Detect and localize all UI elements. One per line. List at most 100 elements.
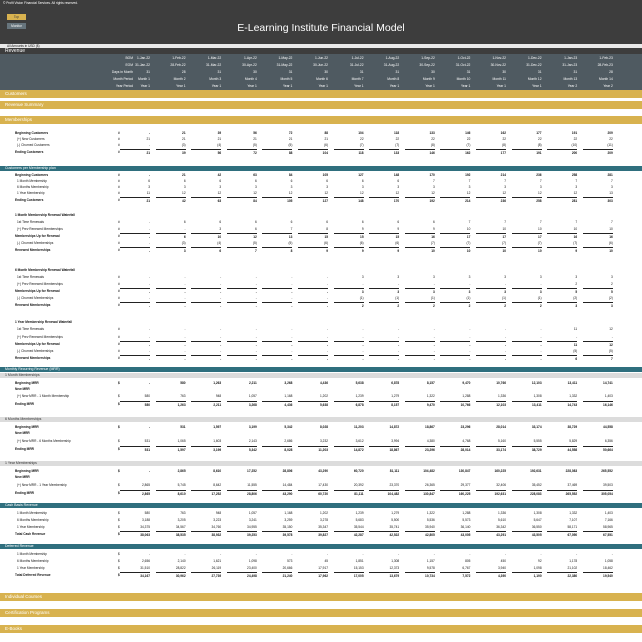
table-cell: 6	[547, 355, 578, 362]
table-cell: 9	[333, 247, 364, 254]
table-cell: 3	[611, 185, 613, 189]
row-label: 1 Year Membership	[17, 566, 45, 570]
table-cell: -	[148, 220, 150, 224]
table-row: Beginning Customers # - 21 42 63 84 105 127 148 17…	[0, 172, 642, 178]
table-cell: -	[226, 288, 257, 295]
table-cell: 209	[582, 149, 613, 156]
table-cell: 7	[575, 220, 578, 224]
table-cell: 1,202	[320, 511, 328, 515]
table-cell: 7	[468, 179, 471, 183]
table-cell: 44,558	[603, 425, 613, 429]
table-cell: 11,555	[247, 483, 257, 487]
table-cell: -	[433, 335, 435, 339]
gold-section-title: Individual Courses	[5, 594, 43, 599]
table-cell: -	[504, 552, 506, 556]
table-cell: 22	[609, 137, 613, 141]
table-cell: 6	[361, 220, 364, 224]
row-label: New MRR	[15, 475, 30, 479]
table-cell: -	[148, 282, 150, 286]
timeline-cell: 1-Oct-22	[457, 56, 471, 60]
timeline-cell: Month 3	[209, 77, 222, 81]
grey-section-title: 6 Months Memberships	[5, 417, 42, 421]
table-cell: (5)	[288, 143, 293, 147]
amounts-note: All Amounts in USD ($)	[0, 44, 642, 48]
timeline-cell: Year 1	[247, 84, 257, 88]
table-cell: 20,666	[282, 566, 293, 570]
table-cell: 14,872	[389, 425, 400, 429]
table-cell: 1,308	[533, 511, 542, 515]
table-cell: 1,403	[604, 394, 613, 398]
timeline-cell: Month 11	[492, 77, 506, 81]
table-cell: -	[148, 296, 150, 300]
table-cell: -	[404, 341, 435, 348]
table-cell: -	[291, 349, 293, 353]
table-cell: -	[148, 552, 150, 556]
table-cell: 10	[609, 227, 613, 231]
table-cell: -	[576, 335, 578, 339]
table-cell: 12	[324, 191, 328, 195]
row-label: (+) New Customers	[17, 137, 45, 141]
timeline-cell: Month 6	[316, 77, 328, 81]
teal-section-band: Monthly Recurring Revenue (MRR)	[0, 367, 642, 372]
copyright-text: © Profit Vision Financial Services. All …	[3, 1, 78, 5]
table-cell: 10	[582, 247, 613, 254]
table-cell: -	[255, 327, 257, 331]
table-cell: 39,503	[603, 483, 613, 487]
row-unit: $	[118, 491, 120, 495]
table-cell: 7	[582, 355, 613, 362]
table-cell: -	[291, 335, 293, 339]
table-cell: 1,403	[604, 511, 613, 515]
table-cell: 9,470	[404, 401, 435, 408]
table-cell: 9	[433, 227, 435, 231]
table-cell: 35,347	[318, 525, 328, 529]
timeline-cell: Year 1	[460, 84, 471, 88]
table-cell: -	[184, 552, 186, 556]
table-cell: 38,932	[191, 531, 222, 538]
table-cell: 34,955	[247, 525, 257, 529]
row-label: 6 Month Membership Renewal Waterfall	[15, 268, 75, 272]
table-cell: 1,288	[462, 511, 471, 515]
table-cell: 580	[120, 401, 150, 408]
table-cell: 4,436	[320, 381, 328, 385]
timeline-header: BOM 1-Jan-22 1-Feb-22 1-Mar-22 1-Apr-22 1-May…	[0, 54, 642, 90]
table-cell: 21	[182, 173, 186, 177]
row-unit: #	[118, 137, 120, 141]
table-cell: 3	[361, 185, 364, 189]
table-cell: 9	[298, 247, 328, 254]
top-button[interactable]: Top	[7, 14, 26, 20]
table-cell: 31,510	[140, 566, 150, 570]
table-cell: 3	[397, 185, 400, 189]
table-cell: 1,332	[569, 394, 578, 398]
table-row: 6 Months Membership $3,188 3,205 3,223 3,241…	[0, 517, 642, 523]
table-cell: 3	[155, 247, 186, 254]
table-cell: 281	[607, 173, 613, 177]
row-label: (+) New MRR - 1 Month Membership	[17, 394, 70, 398]
timeline-cell: 28-Feb-22	[170, 63, 186, 67]
table-cell: 11,203	[298, 446, 328, 453]
table-cell: -	[433, 282, 435, 286]
table-cell: 191	[511, 149, 542, 156]
grey-section-band: 1 Month Memberships	[0, 373, 642, 378]
table-cell: 531	[180, 425, 186, 429]
table-cell: (7)	[466, 143, 471, 147]
table-cell: 21	[146, 137, 150, 141]
table-row: 1 Year Membership #11 12 12 12 12 12 12 12 12 12 12…	[0, 190, 642, 196]
monitor-button[interactable]: Monitor	[7, 23, 26, 29]
table-cell: 12	[573, 191, 578, 195]
model-header: © Profit Vision Financial Services. All …	[0, 0, 642, 44]
table-cell: 23,296	[404, 446, 435, 453]
table-cell: -	[440, 341, 471, 348]
table-cell: 10	[466, 227, 471, 231]
table-cell: 303	[582, 197, 613, 204]
table-cell: -	[184, 296, 186, 300]
table-cell: -	[291, 282, 293, 286]
table-cell: (5)	[252, 241, 257, 245]
table-cell: 1,057	[248, 511, 257, 515]
table-row: 1 Year Membership $31,510 28,822 26,119 23,4…	[0, 565, 642, 571]
timeline-cell: Year 1	[318, 84, 328, 88]
table-cell: 10	[538, 227, 542, 231]
table-cell: 1,098	[248, 559, 257, 563]
section-title: Revenue	[0, 48, 642, 54]
table-cell: 6	[191, 247, 222, 254]
row-unit: #	[118, 335, 120, 339]
